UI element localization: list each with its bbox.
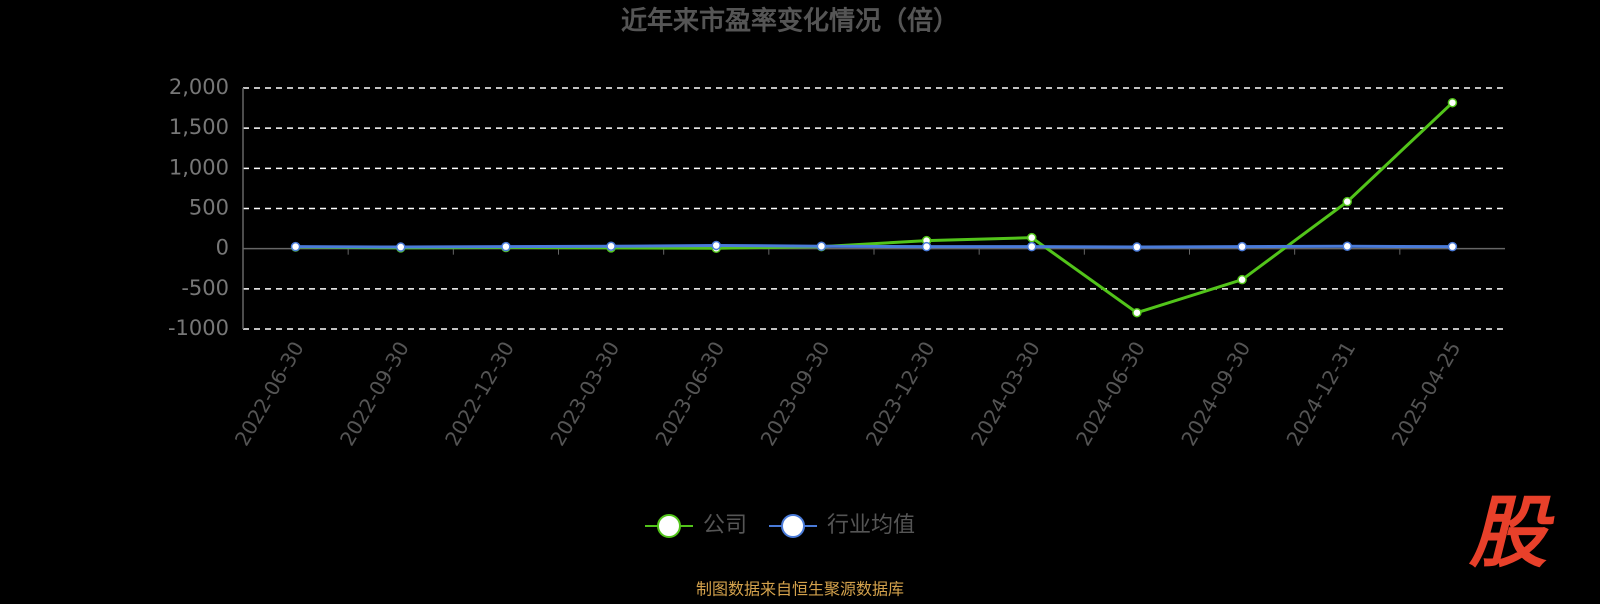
point xyxy=(1447,241,1458,252)
y-tick-label: 500 xyxy=(189,196,229,220)
x-tick-label: 2024-12-31 xyxy=(1281,337,1360,450)
point xyxy=(290,241,301,252)
legend-marker xyxy=(657,514,681,538)
x-tick-label: 2024-06-30 xyxy=(1071,337,1150,450)
x-tick-label: 2024-03-30 xyxy=(966,337,1045,450)
point xyxy=(1132,307,1142,318)
point xyxy=(1237,241,1247,252)
y-tick-label: -500 xyxy=(181,276,229,300)
point xyxy=(816,241,827,252)
line xyxy=(295,243,1453,249)
point xyxy=(921,241,932,252)
point xyxy=(1027,232,1037,243)
x-tick-label: 2024-09-30 xyxy=(1176,337,1255,450)
y-tick-label: 1,500 xyxy=(169,115,229,139)
x-tick-label: 2023-06-30 xyxy=(650,337,729,450)
x-tick-label: 2023-12-30 xyxy=(861,337,940,450)
point xyxy=(1447,97,1458,108)
point xyxy=(1342,241,1352,252)
x-tick-label: 2022-06-30 xyxy=(230,337,309,450)
point xyxy=(1027,241,1037,252)
point xyxy=(1237,274,1247,285)
legend-marker xyxy=(781,514,806,538)
point xyxy=(396,242,406,252)
chart-title: 近年来市盈率变化情况（倍） xyxy=(621,6,959,37)
y-tick-label: 2,000 xyxy=(169,75,229,99)
point xyxy=(606,241,616,252)
line xyxy=(295,101,1454,315)
x-tick-label: 2023-09-30 xyxy=(756,337,835,450)
point xyxy=(501,241,511,252)
x-tick-label: 2025-04-25 xyxy=(1387,337,1466,450)
point xyxy=(1342,196,1352,207)
y-tick-label: 0 xyxy=(216,236,229,260)
legend-label: 公司 xyxy=(703,513,747,538)
x-tick-label: 2022-12-30 xyxy=(440,337,519,450)
legend-label: 行业均值 xyxy=(827,513,915,538)
logo: 股 xyxy=(1468,488,1555,578)
x-tick-label: 2022-09-30 xyxy=(335,337,414,450)
x-tick-label: 2023-03-30 xyxy=(545,337,624,450)
y-tick-label: 1,000 xyxy=(169,155,229,179)
y-tick-label: -1000 xyxy=(168,316,229,340)
point xyxy=(1132,242,1142,252)
footer: 制图数据来自恒生聚源数据库 xyxy=(696,580,904,599)
point xyxy=(711,240,721,251)
